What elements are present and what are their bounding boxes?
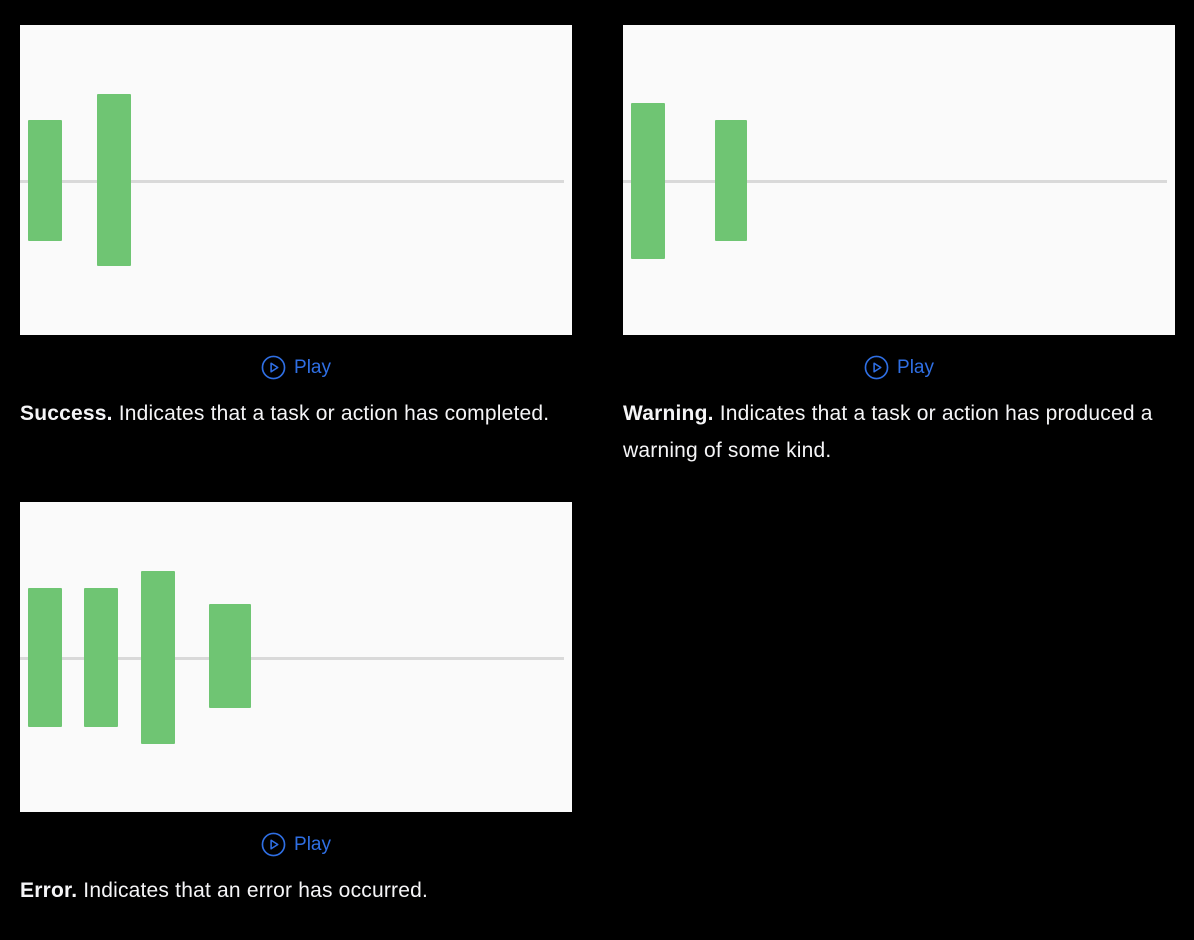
haptic-intensity-bar: [84, 588, 118, 727]
play-button-error[interactable]: Play: [261, 831, 331, 858]
haptic-waveform-card-error: [20, 502, 572, 812]
play-circle-icon: [864, 355, 889, 380]
example-warning: Play Warning. Indicates that a task or a…: [623, 25, 1175, 469]
caption-text: Indicates that an error has occurred.: [83, 879, 429, 902]
caption-warning: Warning. Indicates that a task or action…: [623, 395, 1175, 469]
haptic-intensity-bar: [28, 588, 62, 727]
play-button-label: Play: [294, 357, 331, 378]
play-circle-icon: [261, 832, 286, 857]
caption-success: Success. Indicates that a task or action…: [20, 395, 572, 432]
waveform-centerline: [20, 657, 564, 660]
haptic-examples-grid: Play Success. Indicates that a task or a…: [20, 25, 1175, 909]
example-error: Play Error. Indicates that an error has …: [20, 502, 572, 909]
haptic-waveform-card-success: [20, 25, 572, 335]
waveform-centerline: [623, 180, 1167, 183]
caption-lead: Error.: [20, 879, 78, 902]
haptic-intensity-bar: [715, 120, 747, 241]
caption-lead: Success.: [20, 402, 113, 425]
waveform-centerline: [20, 180, 564, 183]
caption-text: Indicates that a task or action has prod…: [623, 402, 1153, 462]
play-button-label: Play: [897, 357, 934, 378]
haptic-intensity-bar: [97, 94, 131, 266]
caption-text: Indicates that a task or action has comp…: [118, 402, 550, 425]
play-button-label: Play: [294, 834, 331, 855]
haptic-intensity-bar: [28, 120, 62, 241]
haptic-intensity-bar: [631, 103, 665, 259]
caption-error: Error. Indicates that an error has occur…: [20, 872, 572, 909]
haptic-intensity-bar: [141, 571, 175, 744]
caption-lead: Warning.: [623, 402, 714, 425]
haptic-waveform-card-warning: [623, 25, 1175, 335]
haptic-intensity-bar: [209, 604, 251, 708]
play-row-success: Play: [20, 354, 572, 381]
play-row-error: Play: [20, 831, 572, 858]
play-row-warning: Play: [623, 354, 1175, 381]
play-button-success[interactable]: Play: [261, 354, 331, 381]
example-success: Play Success. Indicates that a task or a…: [20, 25, 572, 432]
play-circle-icon: [261, 355, 286, 380]
play-button-warning[interactable]: Play: [864, 354, 934, 381]
